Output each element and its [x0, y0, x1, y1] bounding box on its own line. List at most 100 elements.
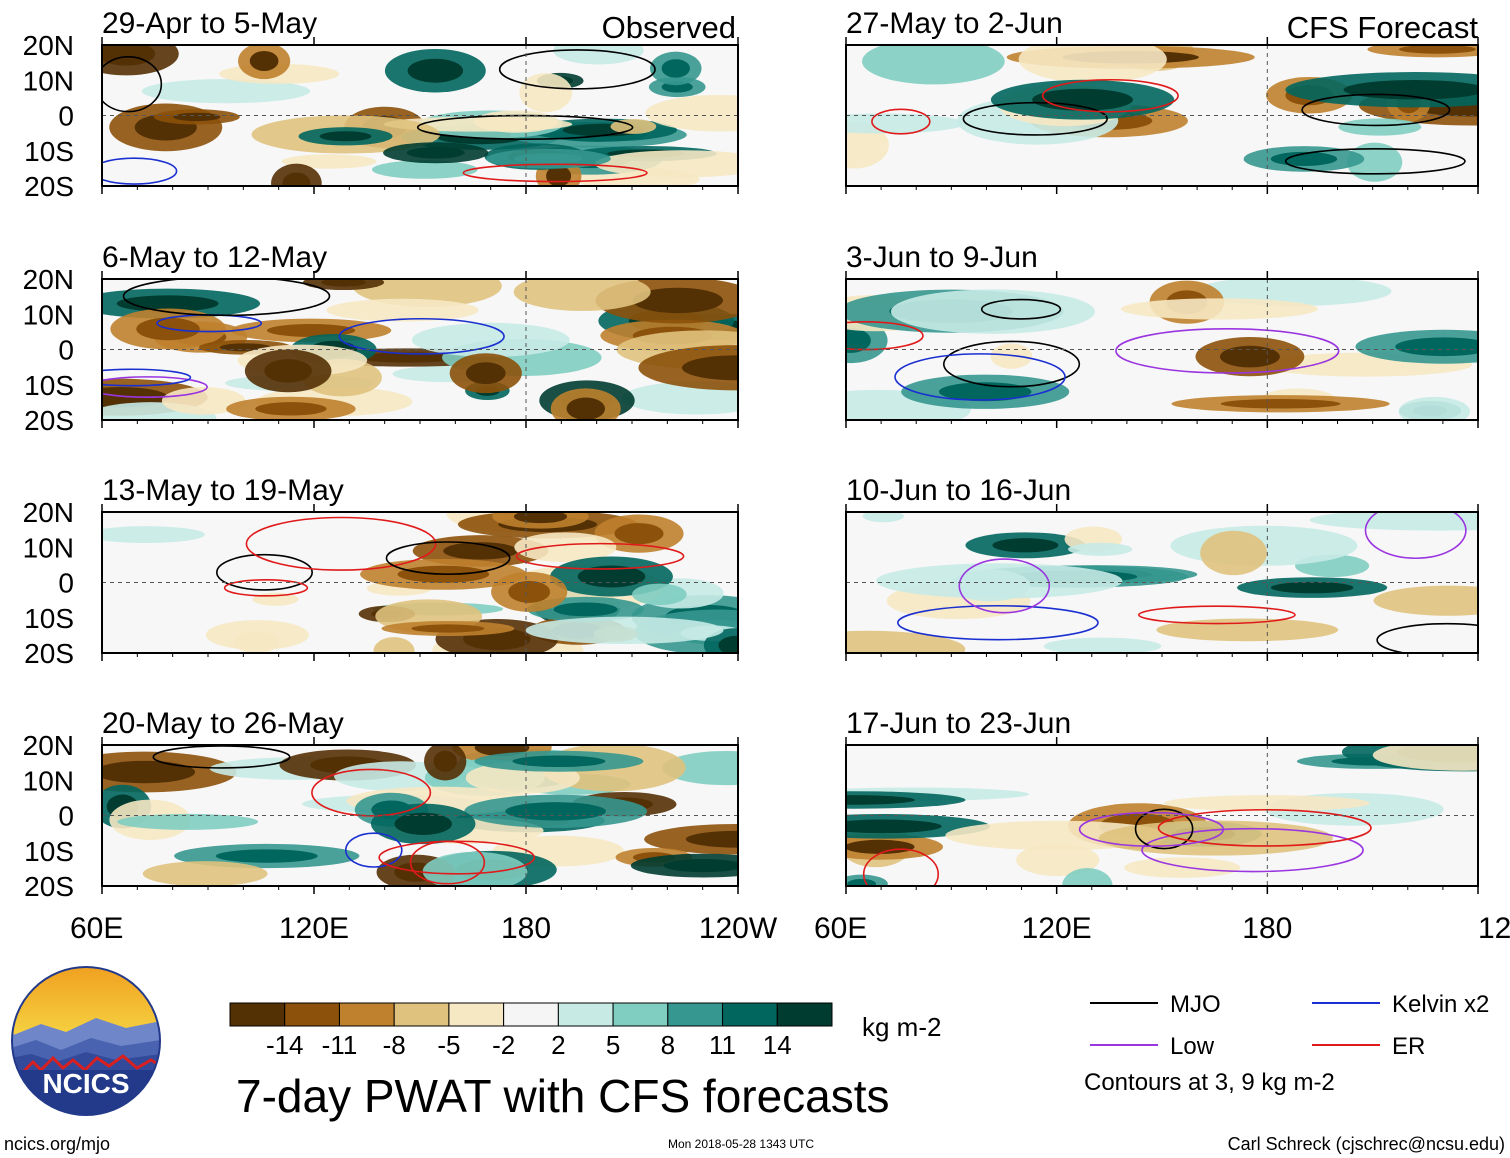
pwat-anomaly-core	[264, 359, 312, 383]
lat-tick-label: 10N	[23, 65, 74, 96]
pwat-anomaly-blob	[1309, 512, 1478, 531]
pwat-anomaly-core	[508, 580, 551, 603]
colorbar-swatch	[722, 1002, 778, 1027]
colorbar-swatch	[612, 1002, 669, 1027]
footer-url[interactable]: ncics.org/mjo	[4, 1134, 110, 1154]
pwat-anomaly-core	[1219, 345, 1280, 368]
contour-line	[1078, 811, 1225, 847]
pwat-anomaly-core	[465, 362, 506, 385]
contour-line	[385, 541, 511, 575]
pwat-anomaly-core	[846, 819, 942, 834]
colorbar-swatch	[557, 1002, 614, 1027]
pwat-anomaly-core	[663, 859, 738, 873]
colorbar-swatch	[338, 1002, 395, 1027]
pwat-anomaly-blob	[102, 526, 205, 544]
lat-tick-label: 20S	[24, 871, 74, 902]
contour-line	[958, 558, 1051, 614]
lat-tick-label: 20N	[23, 730, 74, 761]
contour-line	[344, 832, 403, 868]
pwat-anomaly-blob	[876, 563, 1123, 599]
colorbar-tick-label: -14	[266, 1030, 304, 1060]
lat-tick-label: 10S	[24, 136, 74, 167]
legend-label: Low	[1170, 1033, 1215, 1060]
pwat-anomaly-blob	[1016, 843, 1100, 877]
logo-text: NCICS	[42, 1068, 129, 1099]
contour-line	[1284, 147, 1466, 175]
pwat-anomaly-core	[847, 878, 877, 886]
pwat-anomaly-core	[505, 802, 606, 821]
lat-tick-label: 20S	[24, 638, 74, 669]
pwat-anomaly-blob	[632, 583, 687, 606]
pwat-anomaly-core	[661, 59, 690, 78]
pwat-anomaly-core	[846, 328, 871, 353]
lat-tick-label: 20N	[23, 264, 74, 295]
pwat-anomaly-blob	[645, 94, 738, 132]
pwat-anomaly-core	[319, 131, 372, 142]
contour-line	[962, 101, 1108, 136]
pwat-anomaly-core	[443, 542, 518, 560]
lon-tick-label: 120E	[1022, 912, 1092, 945]
pwat-anomaly-blob	[513, 279, 651, 311]
pwat-anomaly-core	[614, 523, 664, 545]
pwat-anomaly-core	[1398, 45, 1476, 54]
pwat-anomaly-blob	[862, 45, 1005, 85]
colorbar-tick-label: -8	[383, 1030, 406, 1060]
contour-line	[1364, 512, 1467, 560]
colorbar-tick-label: 11	[709, 1030, 736, 1060]
contour-line	[871, 108, 931, 135]
lat-tick-label: 10S	[24, 836, 74, 867]
lat-tick-label: 0	[58, 101, 74, 132]
ncics-logo: NCICS	[11, 966, 161, 1116]
pwat-anomaly-core	[215, 849, 318, 863]
forecast-header: CFS Forecast	[1287, 10, 1479, 45]
pwat-anomaly-blob	[594, 150, 738, 178]
lat-tick-label: 20S	[24, 171, 74, 202]
units-label: kg m-2	[862, 1012, 941, 1042]
colorbar-swatch	[503, 1002, 559, 1027]
pwat-anomaly-core	[1270, 151, 1338, 166]
lat-tick-label: 10N	[23, 532, 74, 563]
pwat-anomaly-blob	[1398, 396, 1471, 420]
contour-line	[980, 298, 1062, 320]
contour-line	[896, 604, 1099, 641]
pwat-anomaly-blob	[161, 387, 246, 415]
pwat-anomaly-blob	[422, 851, 528, 886]
pwat-anomaly-core	[685, 830, 738, 848]
lat-tick-label: 10S	[24, 370, 74, 401]
forecast-panel-label: 27-May to 2-Jun	[846, 7, 1063, 40]
pwat-anomaly-core	[282, 172, 311, 186]
colorbar-tick-label: -2	[492, 1030, 515, 1060]
pwat-anomaly-blob	[326, 298, 479, 322]
contour-line	[122, 279, 331, 317]
contour-line	[1301, 93, 1451, 127]
lat-tick-label: 0	[58, 801, 74, 832]
pwat-anomaly-blob	[1372, 745, 1478, 771]
pwat-anomaly-core	[566, 397, 606, 420]
pwat-anomaly-blob	[1068, 542, 1133, 556]
pwat-anomaly-core	[102, 760, 196, 784]
pwat-anomaly-blob	[1373, 585, 1478, 616]
legend-label: MJO	[1170, 991, 1221, 1018]
pwat-anomaly-core	[407, 58, 464, 83]
pwat-anomaly-core	[173, 112, 221, 122]
contour-line	[1134, 808, 1194, 850]
contour-legend: MJO Kelvin x2 Low ER	[1090, 991, 1489, 1060]
lat-tick-label: 10N	[23, 299, 74, 330]
legend-label: ER	[1392, 1033, 1425, 1060]
pwat-anomaly-blob	[373, 637, 415, 653]
forecast-panel-label: 3-Jun to 9-Jun	[846, 241, 1038, 274]
pwat-anomaly-blob	[1098, 820, 1333, 856]
contour-line	[409, 840, 486, 885]
pwat-anomaly-blob	[371, 160, 478, 179]
contour-line	[1376, 622, 1478, 653]
contour-line	[1141, 827, 1364, 873]
pwat-anomaly-blob	[622, 381, 738, 415]
forecast-panel-4: 17-Jun to 23-Jun	[845, 707, 1479, 894]
footer-credit: Carl Schreck (cjschrec@ncsu.edu)	[1228, 1134, 1505, 1154]
observed-panel-label: 29-Apr to 5-May	[102, 7, 317, 40]
forecast-panel-label: 10-Jun to 16-Jun	[846, 474, 1071, 507]
pwat-anomaly-blob	[514, 532, 617, 563]
observed-panel-2: 6-May to 12-May	[101, 241, 739, 428]
lon-tick-label: 180	[501, 912, 551, 945]
lon-tick-label: 180	[1242, 912, 1292, 945]
